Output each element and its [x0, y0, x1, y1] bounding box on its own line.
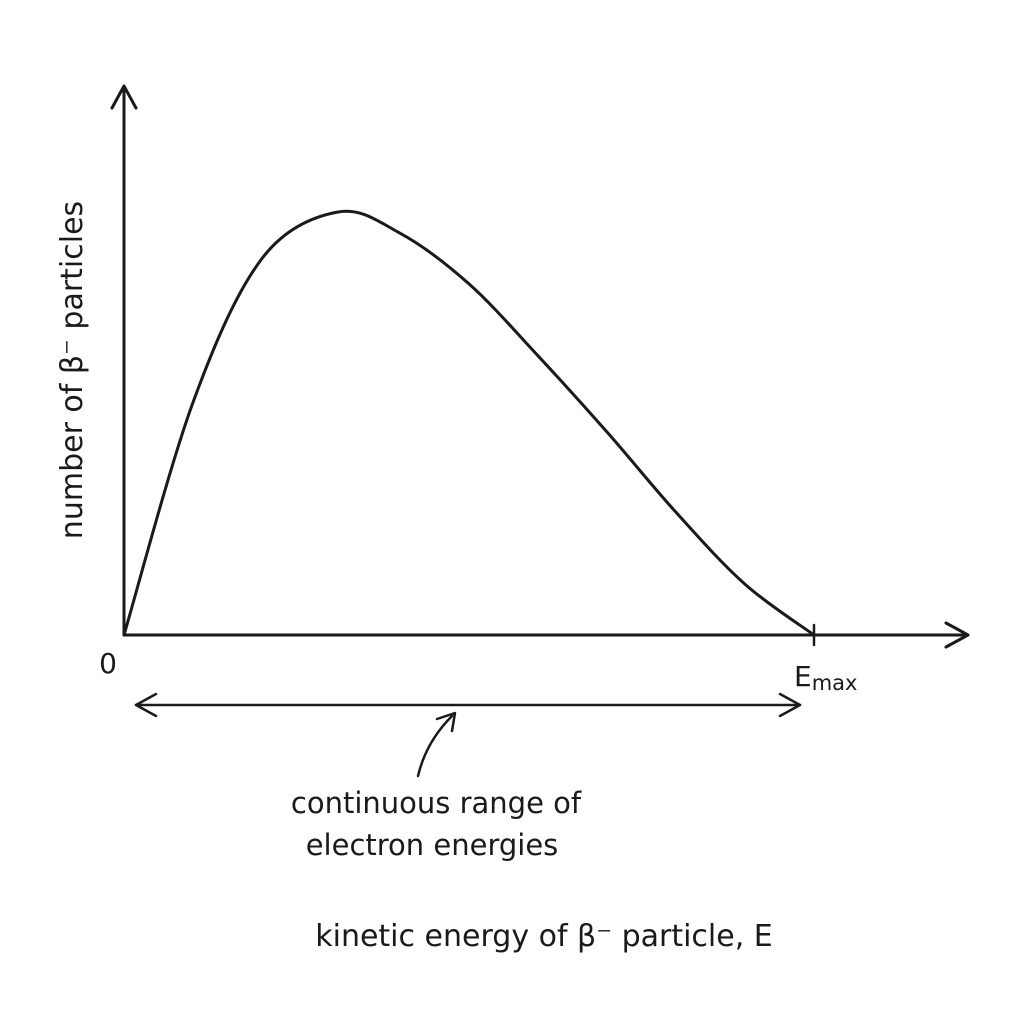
annotation-line-1: continuous range of — [291, 786, 582, 820]
y-axis-arrowhead — [110, 84, 138, 110]
range-arrowhead-left — [134, 692, 158, 718]
annotation-line-2: electron energies — [306, 828, 559, 862]
emax-main: E — [794, 660, 812, 693]
x-axis-label: kinetic energy of β⁻ particle, E — [315, 919, 773, 954]
x-tick-label-emax: Emax — [794, 660, 857, 695]
annotation-pointer-arrowhead — [435, 711, 457, 733]
range-arrowhead-right — [778, 692, 802, 718]
y-axis-label: number of β⁻ particles — [55, 201, 90, 539]
x-tick-label-zero: 0 — [99, 647, 117, 680]
spectrum-curve — [122, 209, 816, 637]
emax-subscript: max — [812, 671, 858, 695]
annotation-pointer-arrow — [416, 714, 454, 778]
x-axis-arrowhead — [944, 621, 970, 649]
